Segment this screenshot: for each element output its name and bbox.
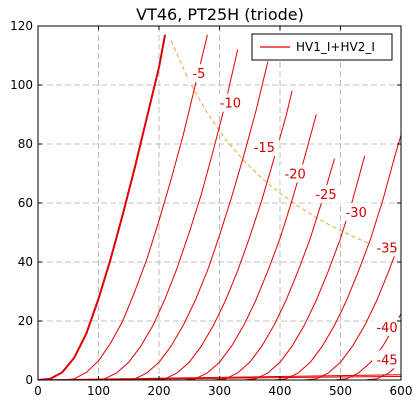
curve-label: -5 [187,64,210,83]
curve-label-text: -30 [346,206,367,221]
x-tick-label: 0 [34,384,42,398]
y-tick-label: 20 [18,314,33,328]
curve-label: -45 [372,350,403,369]
curve-label: -20 [280,164,311,183]
curve-label-text: -40 [376,321,397,336]
curve-label: -40 [372,317,403,336]
y-tick-label: 60 [18,196,33,210]
plate-curve [122,61,269,380]
y-tick-label: 100 [10,78,33,92]
plate-curve [243,155,366,380]
curve-label: -15 [249,137,280,156]
chart-title: VT46, PT25H (triode) [136,5,304,24]
curve-label: -25 [310,185,341,204]
curve-label-text: -15 [254,141,275,156]
curve-label-bg [372,238,403,257]
x-tick-label: 600 [390,384,413,398]
curve-labels: -5 -10 -15 -20 -25 -30 -35 -40 -45 [187,64,403,369]
x-tick-label: 400 [269,384,292,398]
plate-curve [273,135,401,380]
curve-label: -10 [215,93,246,112]
curve-label-bg [215,93,246,112]
x-tick-label: 300 [208,384,231,398]
curve-label-bg [372,350,403,369]
curve-label-text: -45 [376,353,397,368]
x-tick-label: 200 [148,384,171,398]
curve-label-bg [372,317,403,336]
y-tick-label: 40 [18,255,33,269]
plate-curve [152,90,293,380]
curve-label-bg [187,64,210,83]
y-tick-label: 120 [10,19,33,33]
legend: HV1_I+HV2_I [251,33,393,61]
y-tick-label: 80 [18,137,33,151]
curve-label-text: -20 [285,168,306,183]
x-tick-label: 500 [329,384,352,398]
curve-label-bg [280,164,311,183]
y-tick-label: 0 [25,373,33,387]
curve-label-text: -5 [192,67,205,82]
plate-curve [62,34,208,380]
legend-label: HV1_I+HV2_I [296,40,375,54]
plate-curve [183,114,317,380]
axis-ticks: 0 100 200 300 400 500 600 0 20 40 60 80 100 120 [10,19,412,398]
curve-label-bg [249,137,280,156]
curve-label: -30 [341,202,372,221]
curve-label-text: -10 [220,97,241,112]
curve-label-bg [341,202,372,221]
x-tick-label: 100 [87,384,110,398]
plate-curve [38,34,167,380]
plate-curve [213,158,335,380]
curve-label-text: -25 [315,188,336,203]
curve-label-text: -35 [376,241,397,256]
curve-label-bg [310,185,341,204]
max-dissipation-curve [170,40,401,256]
plate-curve [92,49,239,380]
curve-label: -35 [372,238,403,257]
